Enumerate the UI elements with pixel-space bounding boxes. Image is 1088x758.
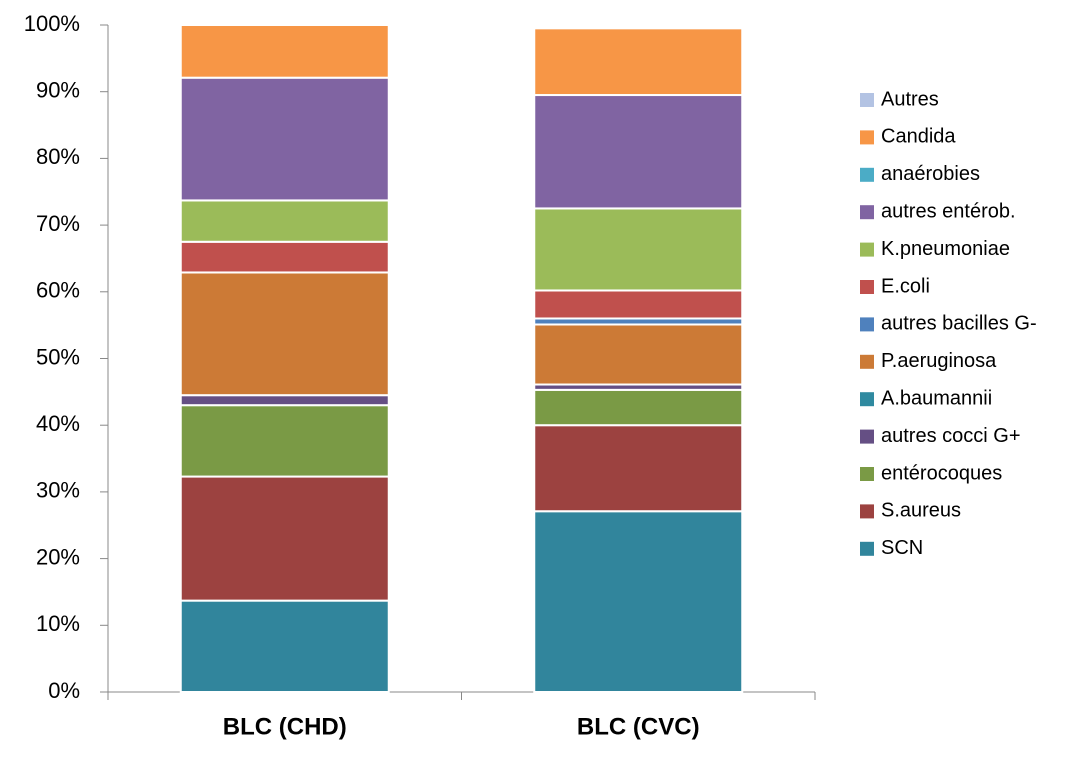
y-tick-label: 40% (36, 411, 80, 436)
legend-swatch (860, 167, 874, 182)
x-tick-label: BLC (CHD) (223, 713, 347, 740)
legend-label: K.pneumoniae (881, 238, 1010, 260)
bar-segment (179, 240, 390, 274)
bar-segment (533, 388, 744, 427)
bar-segment (533, 94, 744, 210)
bar-segment (533, 289, 744, 320)
legend-swatch (860, 354, 874, 369)
bar-segment (179, 24, 390, 79)
legend-label: A.baumannii (881, 387, 992, 409)
bar-segment (179, 475, 390, 602)
legend-swatch (860, 467, 874, 481)
legend-swatch (860, 392, 874, 407)
legend-label: S.aureus (881, 500, 961, 522)
x-tick-label: BLC (CVC) (577, 713, 700, 740)
bar-segment (533, 27, 744, 97)
legend-label: SCN (881, 537, 923, 559)
bar-segment (179, 271, 390, 397)
y-tick-label: 20% (36, 544, 80, 569)
legend-swatch (860, 541, 874, 556)
legend-label: autres entérob. (881, 200, 1016, 222)
bar-segment (533, 323, 744, 386)
legend-swatch (860, 93, 874, 107)
y-tick-label: 80% (36, 144, 80, 169)
legend-swatch (860, 130, 874, 145)
y-tick-label: 50% (36, 344, 80, 369)
y-tick-label: 60% (36, 278, 80, 303)
bar-segment (179, 394, 390, 407)
legend-swatch (860, 317, 874, 332)
legend-swatch (860, 242, 874, 257)
bar-segment (533, 207, 744, 292)
legend-swatch (860, 504, 874, 519)
bar-segment (533, 510, 744, 694)
legend-swatch (860, 205, 874, 220)
legend-label: entérocoques (881, 462, 1002, 484)
y-tick-label: 30% (36, 478, 80, 503)
legend-label: autres cocci G+ (881, 425, 1021, 447)
y-tick-label: 70% (36, 211, 80, 236)
legend-swatch (860, 429, 874, 444)
bar-segment (179, 599, 390, 693)
y-tick-label: 10% (36, 611, 80, 636)
legend-swatch (860, 280, 874, 294)
y-tick-label: 100% (24, 11, 80, 36)
legend-label: autres bacilles G- (881, 313, 1037, 335)
legend-label: Candida (881, 126, 956, 148)
bar-segment (179, 404, 390, 478)
y-tick-label: 90% (36, 78, 80, 103)
bar-segment (179, 76, 390, 202)
legend-label: Autres (881, 88, 939, 110)
legend-label: P.aeruginosa (881, 350, 997, 372)
y-tick-label: 0% (48, 678, 80, 703)
legend-label: E.coli (881, 275, 930, 297)
legend-label: anaérobies (881, 163, 980, 185)
bar-segment (179, 199, 390, 243)
bar-segment (533, 424, 744, 513)
